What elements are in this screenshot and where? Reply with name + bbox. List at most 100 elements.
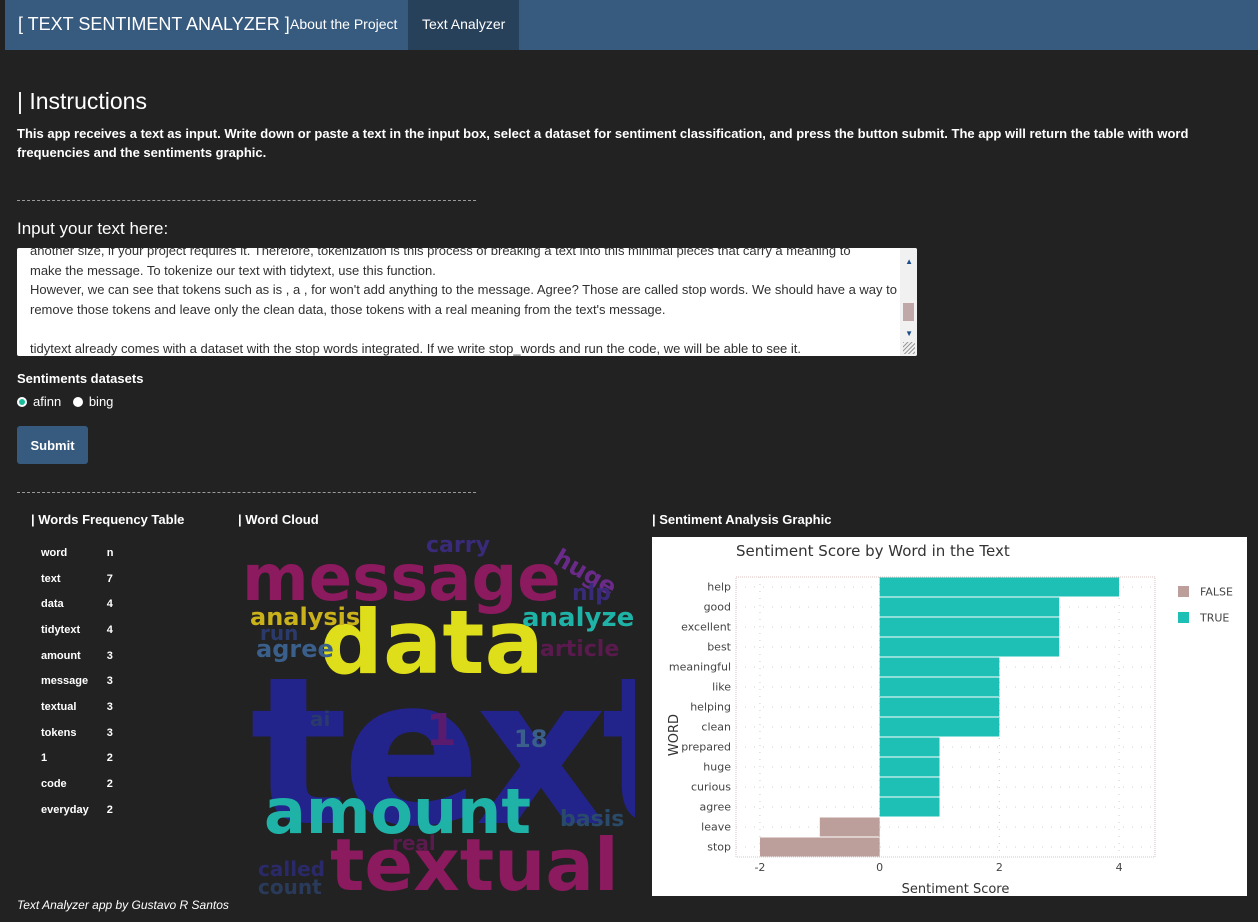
word-cell: text	[41, 572, 61, 585]
column-header: word	[41, 546, 68, 559]
scroll-down-arrow-icon[interactable]: ▼	[905, 329, 913, 338]
app-brand[interactable]: [ TEXT SENTIMENT ANALYZER ]	[18, 14, 290, 34]
cloud-word: called	[258, 857, 325, 881]
cloud-word: textual	[330, 823, 619, 903]
word-cell: tidytext	[41, 623, 81, 636]
cloud-word: nlp	[572, 581, 611, 606]
bar-agree	[879, 797, 940, 817]
freq-table: word n text 7 data 4 tidytext 4 amount 3 message…	[33, 540, 121, 823]
word-cell: code	[41, 778, 67, 791]
y-tick-label: leave	[701, 821, 731, 834]
word-cloud: text message data amount textual analysi…	[240, 533, 635, 903]
y-axis-label: WORD	[667, 714, 682, 756]
y-tick-label: meaningful	[669, 661, 731, 674]
count-cell: 3	[106, 675, 113, 688]
count-cell: 7	[106, 572, 113, 585]
text-line	[30, 319, 900, 339]
x-tick-label: 0	[876, 861, 883, 874]
bar-stop	[759, 837, 880, 857]
cloud-word: 18	[514, 725, 548, 753]
cloud-word: analyze	[522, 603, 635, 633]
radio-afinn[interactable]: afinn	[17, 394, 61, 409]
y-tick-label: excellent	[681, 621, 732, 634]
word-cell: everyday	[41, 803, 89, 816]
bar-curious	[879, 777, 940, 797]
radio-bing[interactable]: bing	[72, 394, 114, 409]
submit-button[interactable]: Submit	[17, 426, 88, 464]
tab-about-the-project[interactable]: About the Project	[290, 16, 398, 32]
x-tick-label: -2	[754, 861, 765, 874]
y-tick-label: best	[707, 641, 731, 654]
legend-swatch-true	[1178, 612, 1189, 623]
instructions-title: | Instructions	[17, 88, 147, 114]
y-tick-label: curious	[691, 781, 731, 794]
cloud-word: basis	[560, 807, 625, 832]
radio-label: bing	[88, 394, 114, 409]
textarea-scrollbar[interactable]: ▲ ▼	[900, 248, 917, 356]
bar-helping	[879, 697, 1000, 717]
legend-label: TRUE	[1199, 612, 1229, 625]
bar-help	[879, 577, 1120, 597]
navbar: [ TEXT SENTIMENT ANALYZER ] About the Pr…	[5, 0, 1258, 50]
legend-swatch-false	[1178, 586, 1189, 597]
bar-good	[879, 597, 1060, 617]
instructions-text: This app receives a text as input. Write…	[17, 126, 1189, 160]
sentiment-chart: help good excellent best meaningful like helpi…	[667, 542, 1233, 897]
dataset-radio-group: afinn bing	[17, 394, 121, 410]
word-cell: tokens	[41, 726, 77, 739]
cloud-word: 1	[426, 705, 457, 756]
table-row: amount 3	[33, 643, 121, 669]
scroll-up-arrow-icon[interactable]: ▲	[905, 257, 913, 266]
word-cloud-title: | Word Cloud	[238, 512, 319, 527]
word-cell: 1	[41, 752, 48, 765]
radio-unchecked-icon[interactable]	[72, 396, 83, 407]
word-cell: amount	[41, 649, 81, 662]
count-cell: 3	[106, 649, 113, 662]
table-row: message 3	[33, 668, 121, 694]
cloud-word: ai	[310, 707, 331, 731]
bar-best	[879, 637, 1060, 657]
bar-prepared	[879, 737, 940, 757]
cloud-word: count	[258, 875, 322, 899]
y-tick-label: agree	[699, 801, 731, 814]
cloud-word: agree	[256, 635, 334, 663]
text-line: another size, if your project requires i…	[30, 248, 851, 258]
bar-meaningful	[879, 657, 1000, 677]
word-cell: textual	[41, 700, 77, 713]
count-cell: 4	[106, 623, 113, 636]
cloud-word: carry	[426, 533, 490, 558]
table-row: textual 3	[33, 694, 121, 720]
cloud-word: run	[260, 621, 299, 645]
table-row: tokens 3	[33, 720, 121, 746]
count-cell: 2	[106, 778, 113, 791]
table-row: code 2	[33, 771, 121, 797]
bar-huge	[879, 757, 940, 777]
scroll-thumb[interactable]	[903, 303, 914, 321]
table-row: data 4	[33, 591, 121, 617]
bar-excellent	[879, 617, 1060, 637]
word-cell: data	[41, 598, 64, 611]
x-tick-label: 2	[996, 861, 1003, 874]
text-input[interactable]: another size, if your project requires i…	[17, 248, 917, 356]
cloud-word: analysis	[250, 603, 361, 631]
y-tick-label: like	[712, 681, 731, 694]
bar-like	[879, 677, 1000, 697]
count-cell: 3	[106, 726, 113, 739]
cloud-word: real	[392, 831, 436, 855]
resize-grip-icon[interactable]	[903, 342, 915, 354]
cloud-word: amount	[264, 775, 531, 848]
column-header: n	[106, 546, 114, 559]
count-cell: 2	[106, 752, 113, 765]
input-label: Input your text here:	[17, 219, 169, 238]
word-cell: message	[41, 675, 89, 688]
cloud-word: article	[540, 637, 620, 662]
tab-text-analyzer[interactable]: Text Analyzer	[408, 0, 520, 50]
y-tick-label: prepared	[681, 741, 731, 754]
footer-credit: Text Analyzer app by Gustavo R Santos	[17, 898, 229, 912]
text-input-content[interactable]: another size, if your project requires i…	[30, 248, 900, 356]
count-cell: 4	[106, 598, 113, 611]
radio-checked-icon[interactable]	[17, 396, 27, 407]
table-row: everyday 2	[33, 797, 121, 823]
y-tick-label: huge	[703, 761, 731, 774]
text-line: remove those tokens and leave only the c…	[30, 301, 666, 317]
